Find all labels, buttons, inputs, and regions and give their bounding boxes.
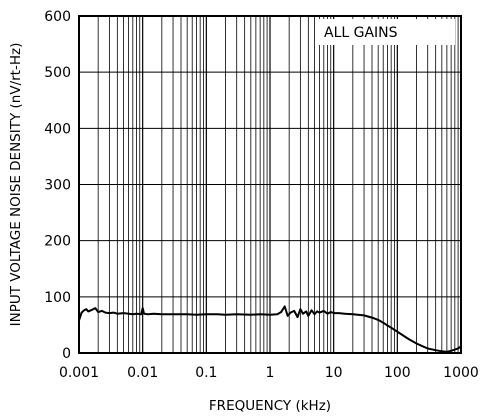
y-tick-label: 0 <box>62 346 71 362</box>
series-layer <box>78 305 462 353</box>
noise-density-line <box>78 305 462 353</box>
annotation-box: ALL GAINS <box>315 19 455 45</box>
x-tick-label: 1 <box>266 365 275 381</box>
y-tick-label: 200 <box>44 234 71 250</box>
x-tick-label: 1000 <box>443 365 479 381</box>
y-tick-label: 100 <box>44 290 71 306</box>
y-tick-labels: 0 100 200 300 400 500 600 <box>44 9 71 362</box>
x-tick-label: 10 <box>325 365 343 381</box>
y-tick-label: 300 <box>44 178 71 194</box>
annotation-text: ALL GAINS <box>324 25 398 41</box>
y-tick-label: 600 <box>44 9 71 25</box>
x-axis-title: FREQUENCY (kHz) <box>209 398 331 414</box>
x-tick-label: 0.1 <box>195 365 217 381</box>
grid <box>79 16 461 353</box>
x-tick-label: 100 <box>384 365 411 381</box>
x-tick-labels: 0.001 0.01 0.1 1 10 100 1000 <box>59 365 479 381</box>
y-axis-title: INPUT VOLTAGE NOISE DENSITY (nV/rt-Hz) <box>8 43 24 327</box>
y-tick-label: 400 <box>44 121 71 137</box>
annotation-background <box>315 19 455 45</box>
y-tick-label: 500 <box>44 65 71 81</box>
x-tick-label: 0.01 <box>127 365 158 381</box>
plot-frame <box>78 15 462 354</box>
x-tick-label: 0.001 <box>59 365 99 381</box>
